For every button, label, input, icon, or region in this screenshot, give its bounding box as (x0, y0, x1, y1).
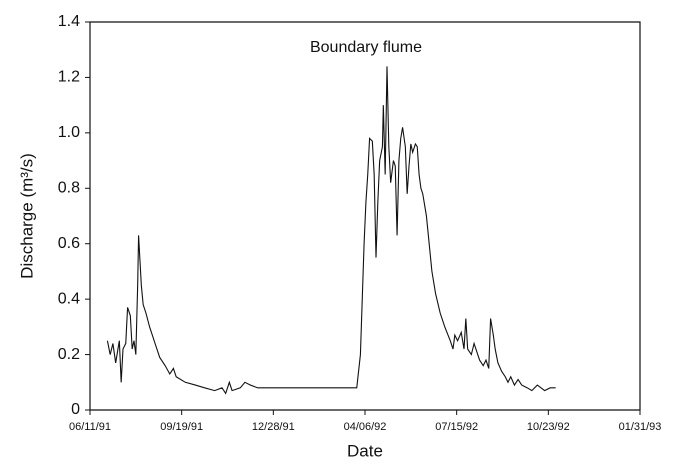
x-tick-label: 01/31/93 (619, 421, 662, 433)
x-tick-label: 06/11/91 (69, 421, 111, 433)
y-tick-label: 0.4 (58, 290, 80, 307)
y-axis-label: Discharge (m³/s) (17, 153, 36, 279)
y-tick-label: 1.4 (58, 13, 80, 30)
y-tick-label: 1.2 (58, 69, 80, 86)
x-tick-label: 10/23/92 (527, 421, 570, 433)
data-line (106, 66, 556, 395)
y-tick-label: 0 (71, 401, 80, 418)
x-tick-label: 12/28/91 (252, 421, 295, 433)
x-axis-label: Date (347, 441, 383, 460)
x-tick-label: 09/19/91 (160, 421, 203, 433)
y-tick-label: 0.8 (58, 180, 80, 197)
x-tick-label: 04/06/92 (344, 421, 387, 433)
y-tick-label: 0.2 (58, 346, 80, 363)
y-tick-label: 1.0 (58, 124, 80, 141)
chart-title: Boundary flume (310, 39, 422, 56)
y-tick-label: 0.6 (58, 235, 80, 252)
x-tick-label: 07/15/92 (435, 421, 478, 433)
